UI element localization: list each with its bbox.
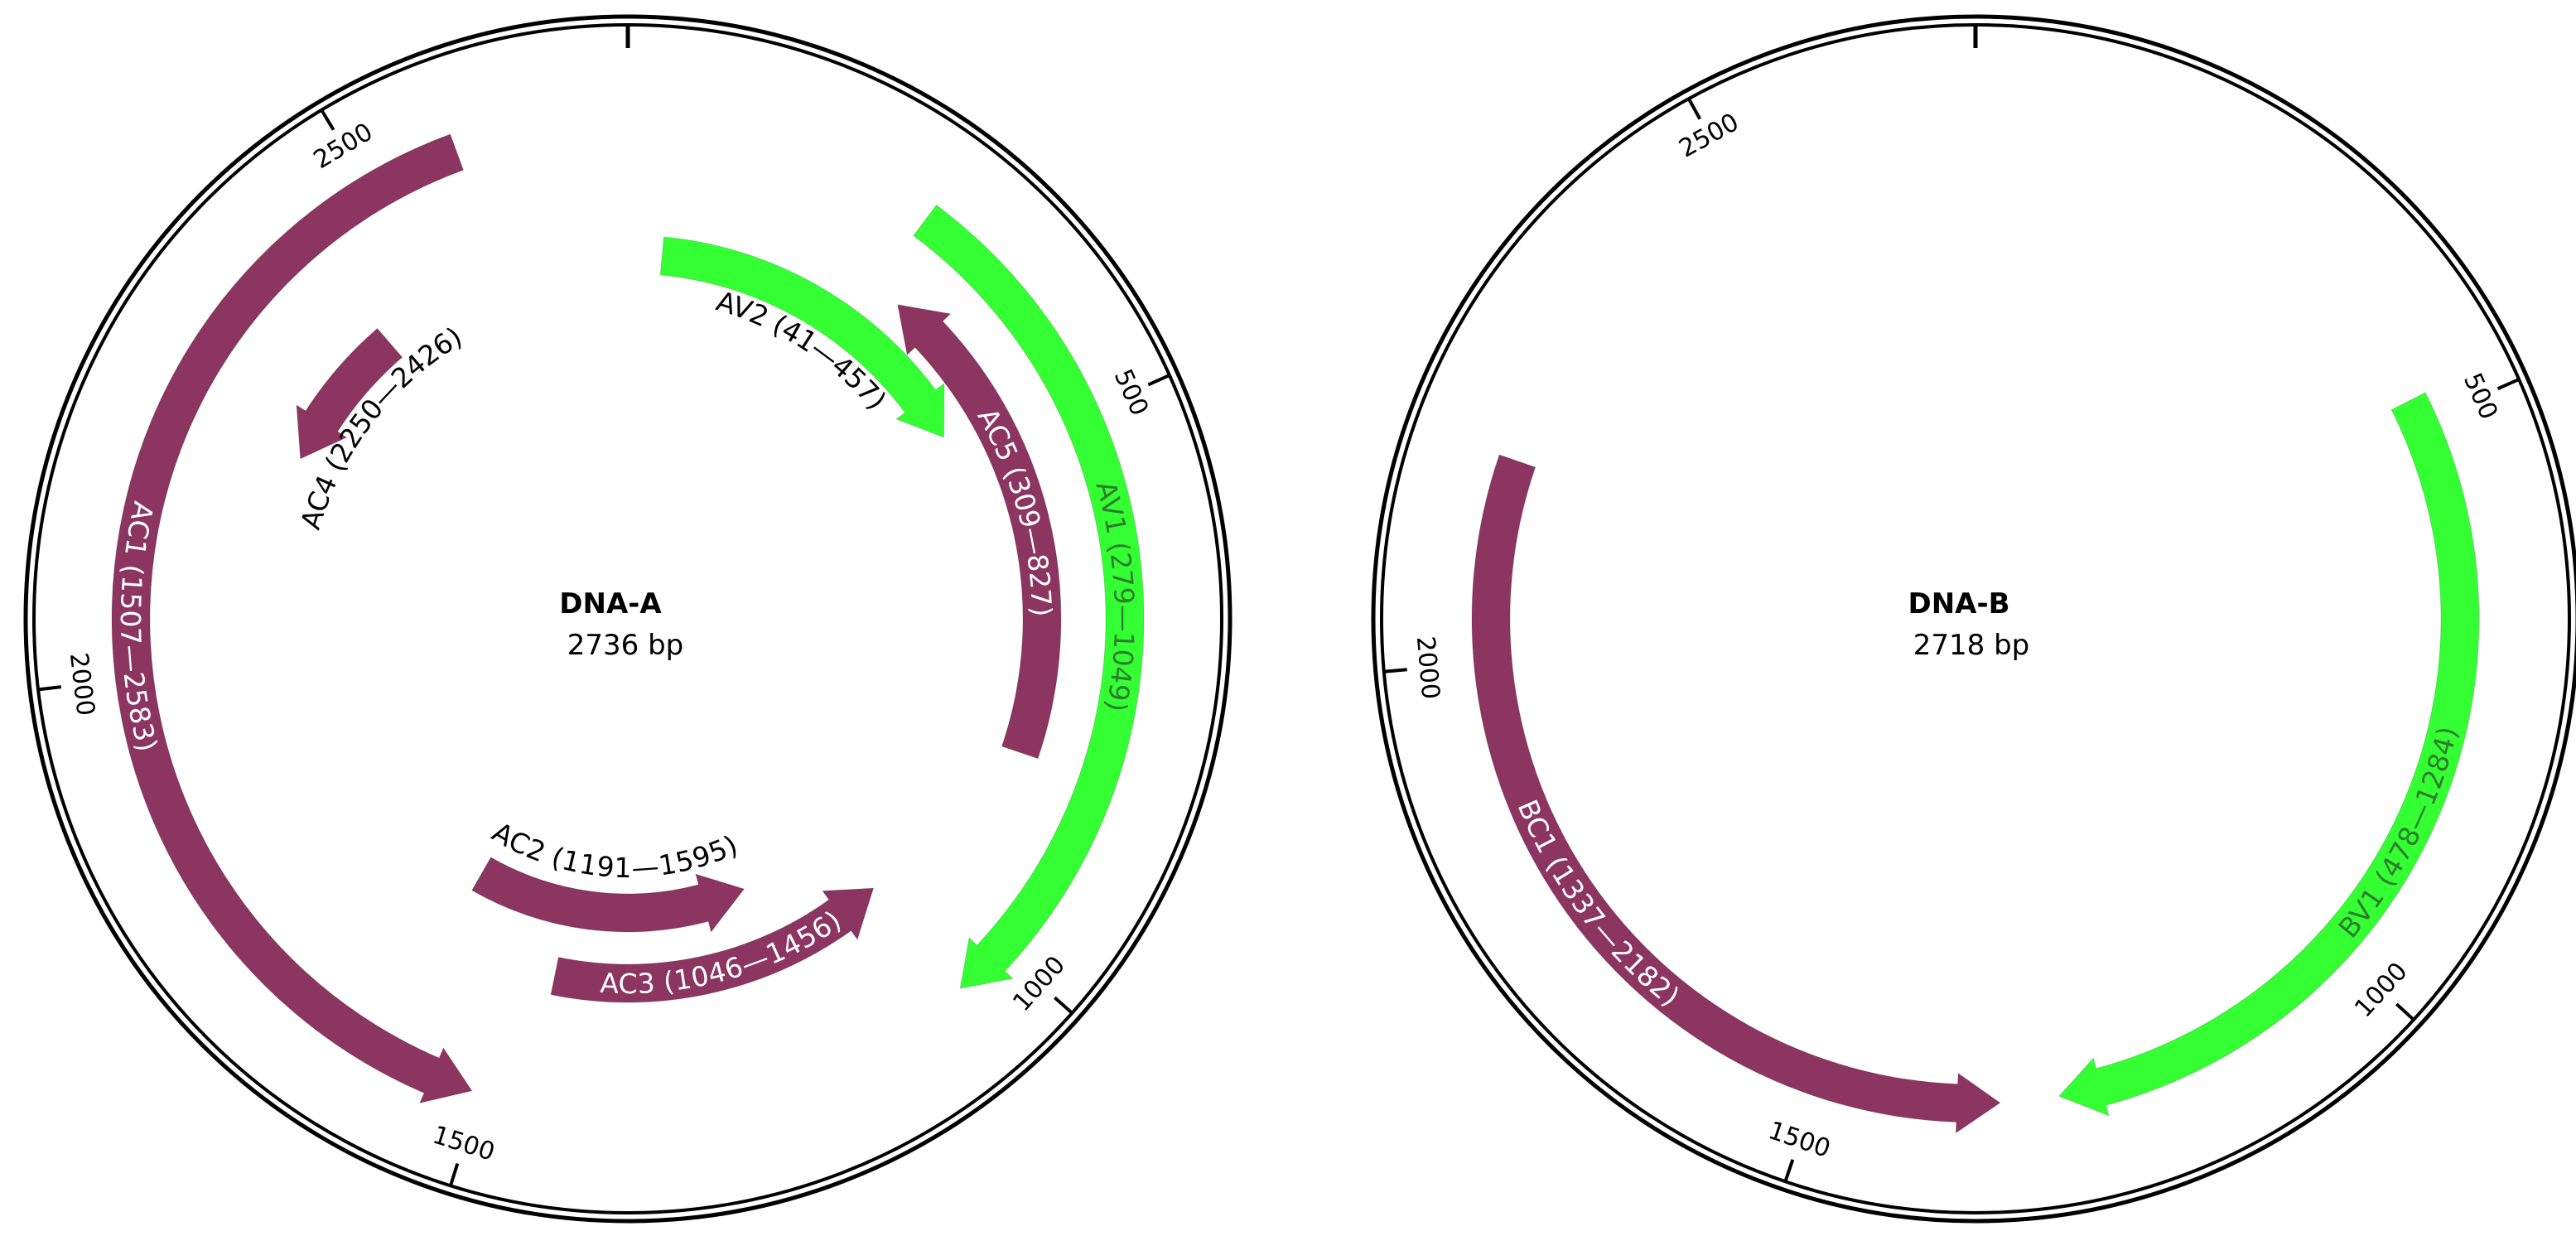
tick-label: 2000: [1411, 635, 1445, 700]
tick-mark: [320, 109, 335, 131]
tick-label: 500: [2458, 369, 2503, 424]
feature-arrow-ac5: [897, 304, 1062, 760]
tick-mark: [2395, 1002, 2415, 1021]
dna-a-title: DNA-A: [559, 587, 662, 620]
feature-arrow-bv1: [2058, 392, 2480, 1117]
feature-label-bv1: BV1 (478—1284): [2332, 723, 2463, 944]
tick-label: 1500: [429, 1121, 498, 1167]
feature-arrow-av1: [913, 204, 1145, 989]
feature-arrow-ac1: [111, 133, 473, 1104]
feature-label-ac2: AC2 (1191—1595): [487, 815, 742, 884]
dna-a-size: 2736 bp: [567, 629, 684, 662]
tick-label: 1000: [1007, 950, 1071, 1016]
tick-mark: [37, 685, 62, 692]
feature-arrow-bc1: [1471, 454, 2001, 1134]
tick-mark: [1147, 374, 1170, 387]
tick-label: 500: [1108, 365, 1154, 421]
feature-arrow-av2: [659, 236, 945, 438]
tick-mark: [2496, 378, 2520, 391]
dna-b-title: DNA-B: [1908, 587, 2009, 620]
tick-mark: [1783, 1159, 1795, 1182]
dna-b-backbone-outer: [1371, 14, 2576, 1224]
tick-mark: [1054, 996, 1073, 1015]
tick-mark: [1687, 98, 1702, 120]
dna-b-size: 2718 bp: [1913, 629, 2030, 662]
tick-label: 1000: [2349, 957, 2413, 1023]
feature-arrow-ac3: [550, 887, 875, 1003]
dna-a-backbone-outer: [23, 14, 1233, 1224]
feature-arrow-ac2: [471, 857, 745, 933]
tick-label: 2500: [1675, 108, 1744, 164]
feature-label-bc1: BC1 (1337—2182): [1512, 794, 1686, 1012]
tick-label: 2500: [309, 118, 378, 175]
tick-mark: [1383, 668, 1407, 674]
tick-label: 2000: [64, 651, 100, 717]
tick-mark: [449, 1162, 460, 1186]
tick-label: 1500: [1765, 1116, 1835, 1164]
feature-arrow-ac4: [296, 327, 403, 460]
dna-b-map: DNA-B 2718 bp 500 1000 1500 2000 2500 BV1 (47…: [1371, 14, 2576, 1224]
